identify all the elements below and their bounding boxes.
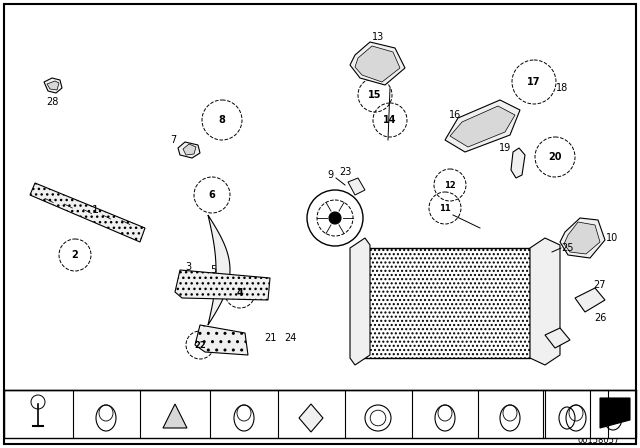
- Text: 15: 15: [368, 90, 381, 100]
- Text: 14: 14: [383, 115, 397, 125]
- Text: 1: 1: [92, 205, 99, 215]
- Text: 23: 23: [339, 167, 351, 177]
- Polygon shape: [564, 222, 600, 254]
- Polygon shape: [178, 142, 200, 158]
- Text: 28: 28: [46, 97, 58, 107]
- Text: 11: 11: [440, 396, 451, 405]
- Text: 24: 24: [284, 333, 296, 343]
- Text: 14: 14: [306, 396, 316, 405]
- Polygon shape: [195, 325, 248, 355]
- Text: 3: 3: [185, 262, 191, 272]
- Polygon shape: [355, 248, 530, 358]
- Polygon shape: [47, 81, 59, 90]
- Circle shape: [329, 212, 341, 224]
- Bar: [4, 390, 636, 438]
- Text: 8: 8: [508, 396, 513, 405]
- Text: 16: 16: [449, 110, 461, 120]
- Polygon shape: [350, 42, 405, 85]
- Text: 25: 25: [562, 243, 574, 253]
- Text: 17: 17: [527, 77, 541, 87]
- Text: 5: 5: [210, 265, 216, 275]
- Text: 12: 12: [444, 181, 456, 190]
- Text: 17: 17: [170, 393, 180, 402]
- Text: 11: 11: [439, 203, 451, 212]
- Polygon shape: [560, 218, 605, 258]
- Text: 15: 15: [239, 396, 249, 405]
- Text: 8: 8: [219, 115, 225, 125]
- Polygon shape: [355, 46, 400, 82]
- Text: 4: 4: [237, 288, 243, 298]
- Text: 2: 2: [564, 396, 570, 405]
- Polygon shape: [545, 328, 570, 348]
- Polygon shape: [511, 148, 525, 178]
- Text: 13: 13: [372, 32, 384, 42]
- Polygon shape: [350, 238, 370, 365]
- Text: 6: 6: [573, 396, 579, 405]
- Text: 12: 12: [372, 396, 383, 405]
- Text: 21: 21: [264, 333, 276, 343]
- Polygon shape: [600, 398, 630, 428]
- Polygon shape: [183, 144, 196, 155]
- Text: 18: 18: [556, 83, 568, 93]
- Polygon shape: [175, 270, 270, 300]
- Polygon shape: [530, 238, 560, 365]
- Text: 20: 20: [100, 396, 111, 405]
- Text: 9: 9: [327, 170, 333, 180]
- Polygon shape: [163, 404, 187, 428]
- Text: 19: 19: [499, 143, 511, 153]
- Text: 18: 18: [170, 400, 180, 409]
- Text: 2: 2: [72, 250, 78, 260]
- Text: 4: 4: [611, 396, 616, 405]
- Text: 00158057: 00158057: [578, 435, 620, 444]
- Text: 7: 7: [170, 135, 176, 145]
- Text: 27: 27: [594, 280, 606, 290]
- Polygon shape: [208, 215, 230, 325]
- Text: 10: 10: [606, 233, 618, 243]
- Polygon shape: [348, 178, 365, 195]
- Text: 20: 20: [548, 152, 562, 162]
- Polygon shape: [575, 288, 605, 312]
- Text: 26: 26: [594, 313, 606, 323]
- Text: 22: 22: [194, 340, 206, 349]
- Polygon shape: [44, 78, 62, 93]
- Polygon shape: [450, 106, 515, 147]
- Polygon shape: [299, 404, 323, 432]
- Polygon shape: [30, 183, 145, 242]
- Text: 6: 6: [209, 190, 216, 200]
- Text: 22: 22: [33, 396, 44, 405]
- Polygon shape: [445, 100, 520, 152]
